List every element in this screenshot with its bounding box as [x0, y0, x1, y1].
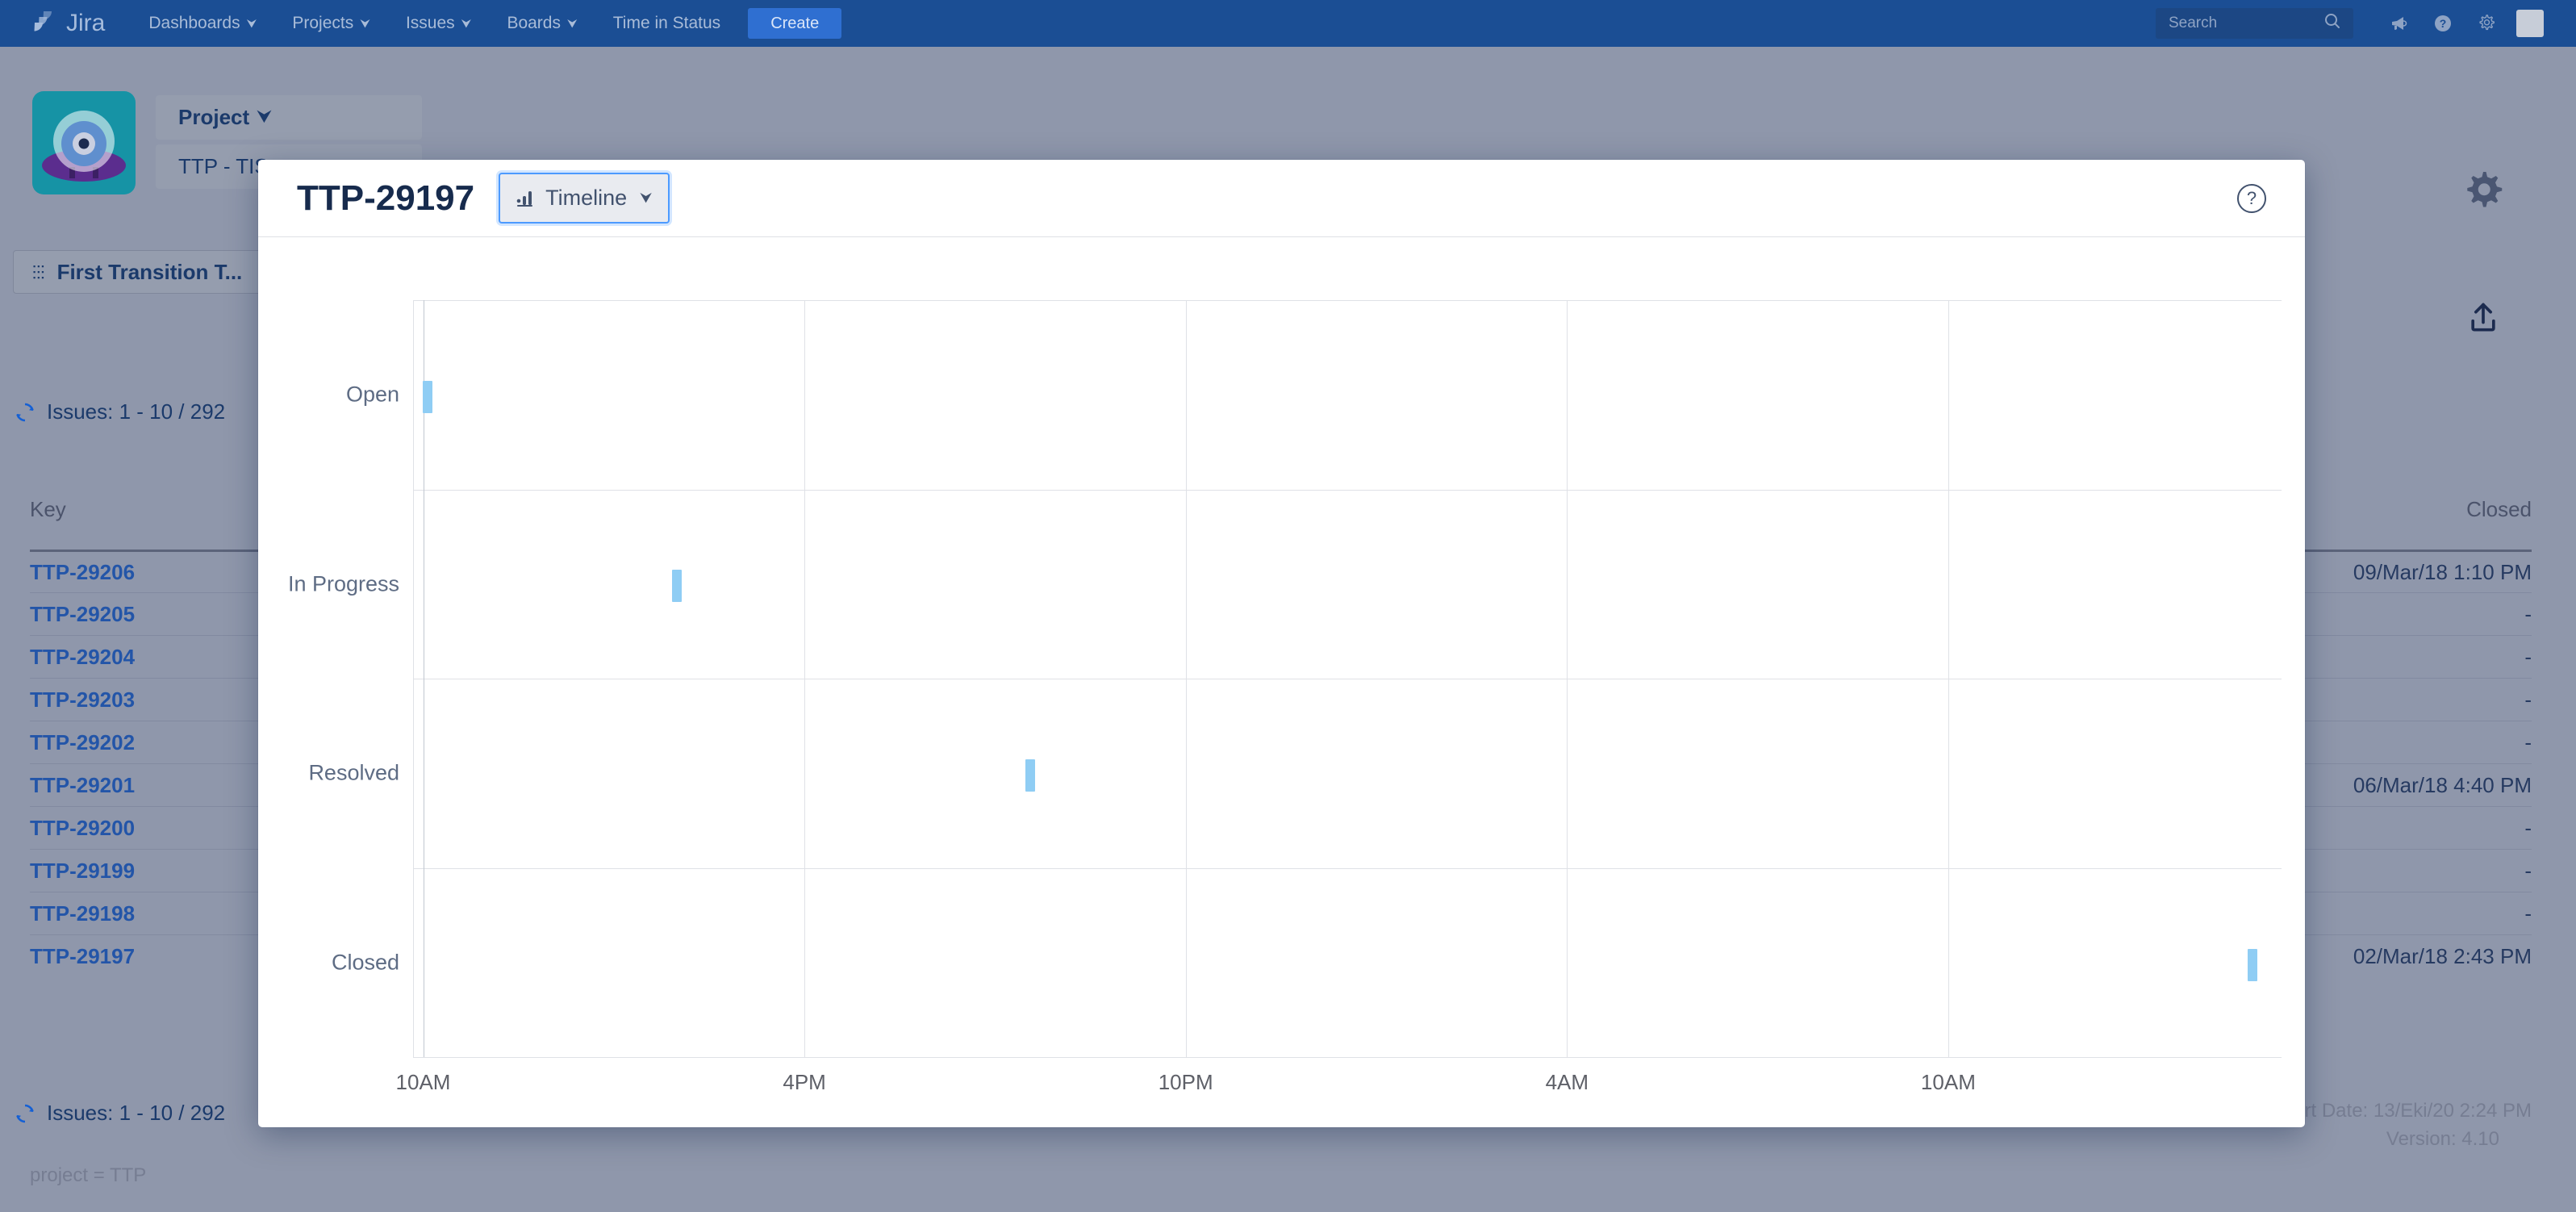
svg-text:?: ?	[2440, 17, 2447, 30]
